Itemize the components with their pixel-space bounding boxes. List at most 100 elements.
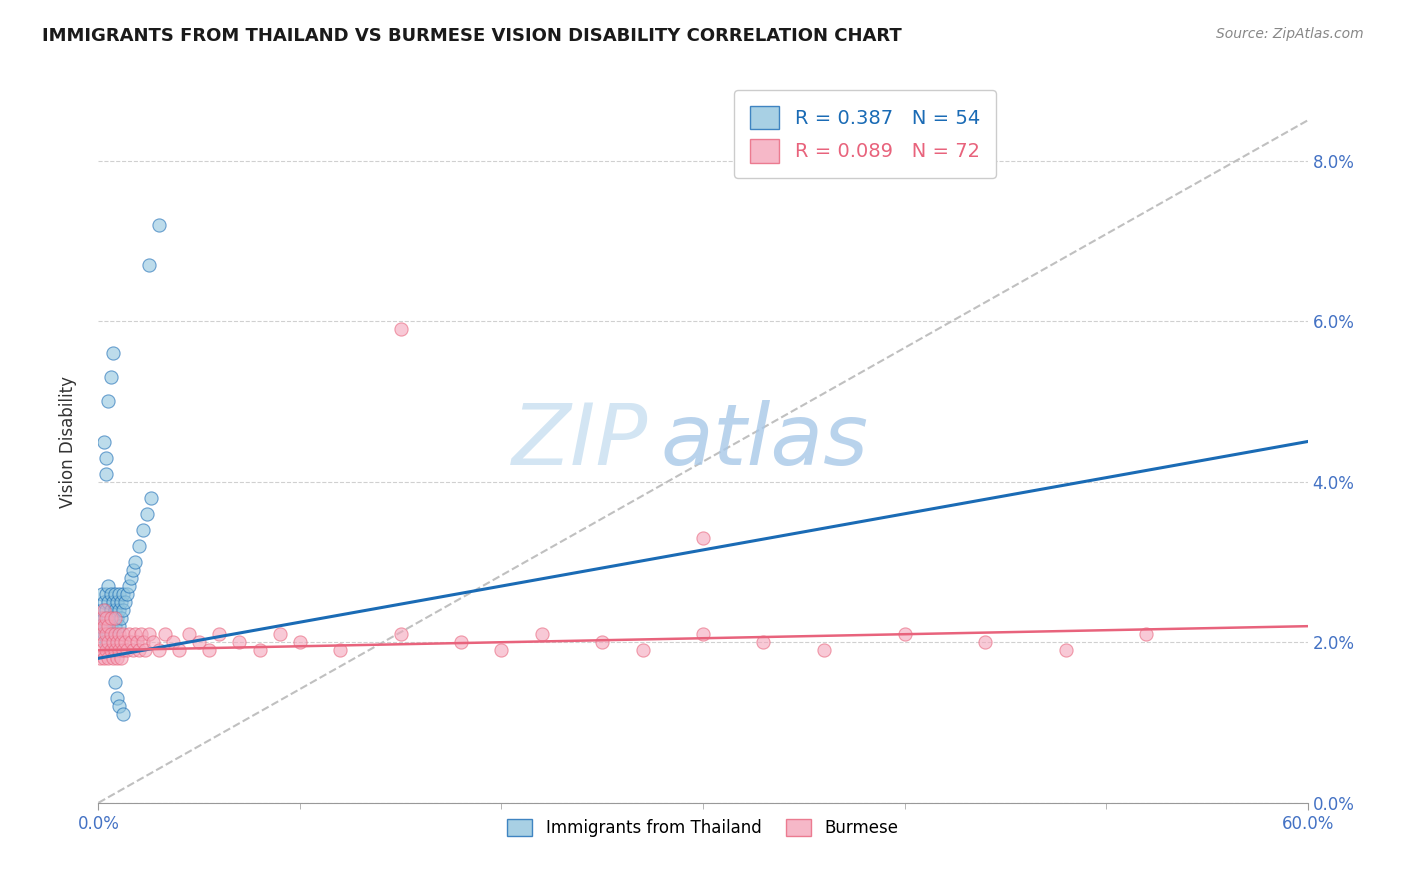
Point bbox=[105, 611, 128, 625]
Point bbox=[103, 643, 125, 657]
Point bbox=[107, 699, 129, 714]
Text: ZIP: ZIP bbox=[512, 400, 648, 483]
Point bbox=[93, 611, 115, 625]
Point bbox=[249, 643, 271, 657]
Point bbox=[100, 643, 122, 657]
Point bbox=[107, 603, 129, 617]
Point bbox=[110, 635, 132, 649]
Point bbox=[101, 346, 124, 360]
Point bbox=[114, 635, 136, 649]
Point bbox=[107, 619, 129, 633]
Point bbox=[111, 603, 134, 617]
Point bbox=[100, 370, 122, 384]
Legend: Immigrants from Thailand, Burmese: Immigrants from Thailand, Burmese bbox=[499, 810, 907, 845]
Point bbox=[103, 627, 125, 641]
Point bbox=[97, 394, 120, 409]
Point bbox=[120, 571, 142, 585]
Point bbox=[110, 595, 132, 609]
Point bbox=[121, 563, 143, 577]
Point bbox=[288, 635, 311, 649]
Point bbox=[89, 619, 111, 633]
Point bbox=[120, 635, 142, 649]
Point bbox=[148, 643, 170, 657]
Point bbox=[125, 635, 148, 649]
Point bbox=[228, 635, 250, 649]
Point bbox=[97, 627, 120, 641]
Point bbox=[103, 619, 125, 633]
Point bbox=[97, 635, 120, 649]
Point bbox=[91, 611, 114, 625]
Point bbox=[121, 643, 143, 657]
Point bbox=[96, 611, 118, 625]
Point bbox=[139, 491, 162, 505]
Point bbox=[105, 595, 128, 609]
Point bbox=[132, 523, 155, 537]
Point bbox=[208, 627, 231, 641]
Point bbox=[96, 467, 118, 481]
Point bbox=[97, 579, 120, 593]
Point bbox=[100, 587, 122, 601]
Point bbox=[97, 619, 120, 633]
Point bbox=[530, 627, 553, 641]
Point bbox=[96, 587, 118, 601]
Point bbox=[89, 651, 111, 665]
Point bbox=[111, 643, 134, 657]
Point bbox=[269, 627, 291, 641]
Point bbox=[132, 635, 155, 649]
Point bbox=[124, 555, 146, 569]
Point bbox=[138, 627, 160, 641]
Point bbox=[111, 627, 134, 641]
Point bbox=[100, 619, 122, 633]
Point bbox=[97, 651, 120, 665]
Point bbox=[167, 643, 190, 657]
Point bbox=[129, 627, 152, 641]
Point bbox=[105, 691, 128, 706]
Point bbox=[128, 643, 150, 657]
Point bbox=[101, 627, 124, 641]
Point bbox=[107, 643, 129, 657]
Point bbox=[91, 587, 114, 601]
Point bbox=[96, 450, 118, 465]
Point bbox=[100, 603, 122, 617]
Point bbox=[100, 627, 122, 641]
Point bbox=[96, 619, 118, 633]
Point bbox=[111, 587, 134, 601]
Point bbox=[100, 611, 122, 625]
Point bbox=[91, 603, 114, 617]
Point bbox=[813, 643, 835, 657]
Point bbox=[893, 627, 915, 641]
Point bbox=[198, 643, 221, 657]
Point bbox=[188, 635, 211, 649]
Point bbox=[1135, 627, 1157, 641]
Text: atlas: atlas bbox=[661, 400, 869, 483]
Point bbox=[93, 595, 115, 609]
Point bbox=[89, 619, 111, 633]
Text: IMMIGRANTS FROM THAILAND VS BURMESE VISION DISABILITY CORRELATION CHART: IMMIGRANTS FROM THAILAND VS BURMESE VISI… bbox=[42, 27, 901, 45]
Point bbox=[124, 627, 146, 641]
Point bbox=[118, 627, 141, 641]
Point bbox=[142, 635, 165, 649]
Point bbox=[97, 595, 120, 609]
Point bbox=[389, 627, 412, 641]
Point bbox=[138, 258, 160, 272]
Point bbox=[450, 635, 472, 649]
Point bbox=[128, 539, 150, 553]
Point bbox=[153, 627, 176, 641]
Point bbox=[114, 595, 136, 609]
Point bbox=[107, 587, 129, 601]
Point bbox=[491, 643, 513, 657]
Point bbox=[107, 627, 129, 641]
Point bbox=[135, 507, 157, 521]
Point bbox=[134, 643, 156, 657]
Point bbox=[101, 635, 124, 649]
Point bbox=[752, 635, 775, 649]
Point bbox=[105, 651, 128, 665]
Point bbox=[115, 587, 138, 601]
Point bbox=[91, 627, 114, 641]
Point bbox=[103, 611, 125, 625]
Point bbox=[96, 643, 118, 657]
Point bbox=[692, 627, 714, 641]
Point bbox=[93, 651, 115, 665]
Point bbox=[111, 707, 134, 722]
Point bbox=[93, 635, 115, 649]
